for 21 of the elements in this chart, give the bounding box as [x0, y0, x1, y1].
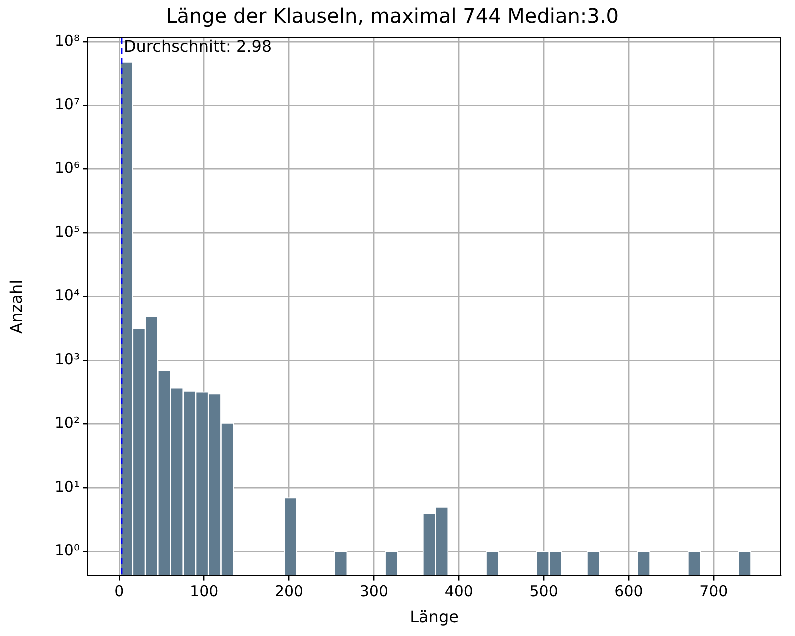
ref-line-label: Durchschnitt: 2.98	[124, 37, 272, 56]
y-tick-label: 10⁵	[54, 222, 80, 241]
y-tick-label: 10¹	[54, 478, 80, 496]
y-tick-label: 10⁷	[54, 96, 80, 114]
x-axis-title: Länge	[410, 608, 459, 627]
y-tick-label: 10⁴	[54, 286, 80, 305]
x-tick-label: 600	[614, 582, 644, 601]
x-tick-label: 0	[114, 582, 124, 601]
x-tick-label: 500	[530, 582, 558, 601]
x-tick-label: 400	[444, 582, 474, 601]
y-tick-label: 10⁸	[54, 32, 80, 50]
y-tick-label: 10⁰	[54, 542, 80, 560]
x-tick-label: 700	[700, 582, 728, 601]
y-tick-label: 10³	[54, 350, 80, 368]
y-tick-label: 10²	[54, 414, 80, 432]
y-tick-label: 10⁶	[54, 159, 80, 178]
x-tick-label: 100	[190, 582, 219, 601]
x-tick-label: 200	[274, 582, 304, 601]
y-axis-title: Anzahl	[6, 280, 26, 334]
chart-title: Länge der Klauseln, maximal 744 Median:3.0	[166, 4, 619, 28]
x-tick-label: 300	[360, 582, 389, 601]
